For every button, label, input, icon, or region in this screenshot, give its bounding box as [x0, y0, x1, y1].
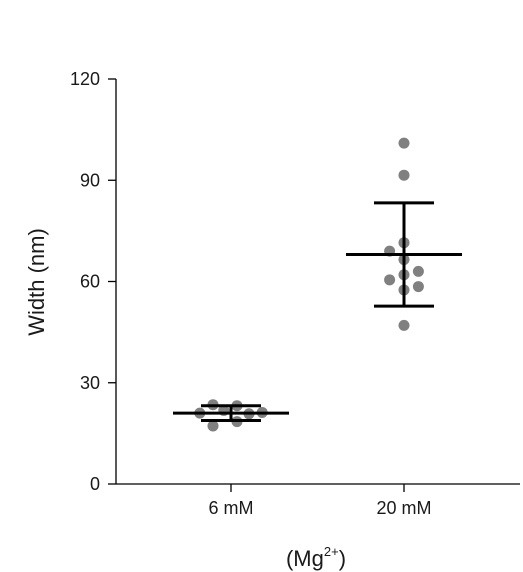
data-point	[412, 265, 424, 277]
data-point	[412, 281, 424, 293]
data-point	[207, 420, 219, 432]
data-point	[384, 274, 396, 286]
axes	[115, 79, 520, 485]
x-axis-ticks: 6 mM 20 mM	[209, 484, 432, 518]
y-tick-label: 120	[70, 69, 100, 89]
y-tick-label: 0	[90, 474, 100, 494]
data-point	[398, 137, 410, 149]
y-tick-label: 90	[80, 170, 100, 190]
y-axis-ticks: 0 30 60 90 120	[70, 69, 116, 494]
x-axis-label-superscript: 2+	[324, 544, 339, 559]
x-axis-label: (Mg2+)	[286, 544, 346, 571]
data-points	[194, 137, 424, 432]
x-axis-label-main: (Mg	[286, 546, 324, 571]
data-point	[398, 319, 410, 331]
y-axis-label: Width (nm)	[24, 228, 49, 336]
x-axis-label-close: )	[339, 546, 346, 571]
x-tick-label: 6 mM	[209, 498, 254, 518]
error-bars	[173, 201, 462, 423]
data-point	[398, 169, 410, 181]
y-tick-label: 30	[80, 373, 100, 393]
y-tick-label: 60	[80, 272, 100, 292]
x-tick-label: 20 mM	[376, 498, 431, 518]
